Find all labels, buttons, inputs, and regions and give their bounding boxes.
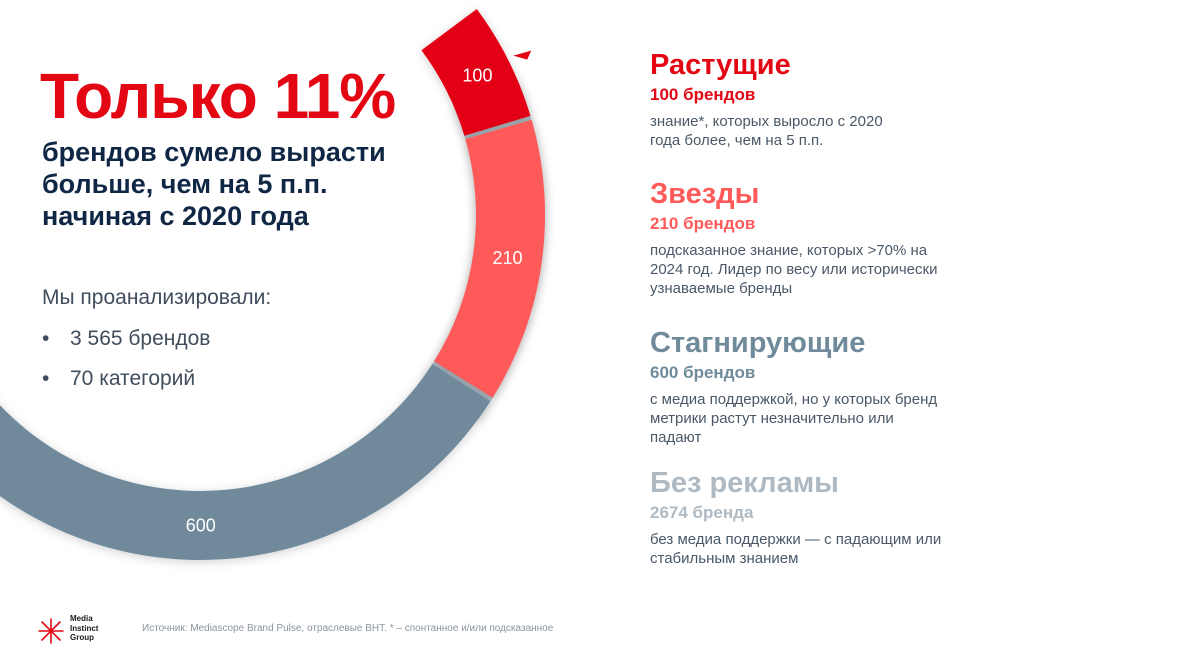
logo-text: Media Instinct Group bbox=[70, 614, 130, 643]
legend-count: 600 брендов bbox=[650, 363, 756, 382]
source-note: Источник: Mediascope Brand Pulse, отрасл… bbox=[142, 623, 554, 634]
bullet: • bbox=[42, 327, 50, 350]
legend-no-ads: Без рекламы 2674 бренда без медиа поддер… bbox=[650, 466, 960, 568]
legend-description: подсказанное знание, которых >70% на 202… bbox=[650, 242, 938, 297]
stats-item-brands: • 3 565 брендов bbox=[42, 326, 210, 366]
legend-description: с медиа поддержкой, но у которых бренд м… bbox=[650, 391, 938, 446]
bullet: • bbox=[42, 367, 50, 390]
pointer-marker bbox=[513, 50, 532, 60]
donut-value-label: 600 bbox=[186, 515, 216, 535]
donut-segment-1 bbox=[434, 119, 545, 398]
legend-title: Растущие bbox=[650, 49, 791, 81]
legend-title: Стагнирующие bbox=[650, 327, 866, 359]
stats-item-categories: • 70 категорий bbox=[42, 366, 210, 406]
asterisk-logo-icon bbox=[38, 618, 64, 644]
legend-title: Звезды bbox=[650, 178, 760, 210]
legend-count: 210 брендов bbox=[650, 214, 756, 233]
stats-item-text: 70 категорий bbox=[70, 367, 196, 390]
logo-line: Instinct bbox=[70, 623, 99, 633]
legend-growing: Растущие 100 брендов знание*, которых вы… bbox=[650, 48, 910, 150]
legend-description: знание*, которых выросло с 2020 года бол… bbox=[650, 113, 883, 149]
donut-value-label: 210 bbox=[492, 248, 522, 268]
subheadline: брендов сумело вырасти больше, чем на 5 … bbox=[42, 137, 386, 231]
donut-segment-0 bbox=[421, 9, 531, 136]
legend-title: Без рекламы bbox=[650, 467, 839, 499]
stats-item-text: 3 565 брендов bbox=[70, 327, 211, 350]
donut-segment-2 bbox=[0, 364, 491, 560]
stats-list: • 3 565 брендов • 70 категорий bbox=[42, 326, 210, 406]
headline: Только 11% bbox=[40, 60, 396, 132]
legend-count: 2674 бренда bbox=[650, 503, 754, 522]
media-instinct-logo: Media Instinct Group bbox=[38, 614, 128, 646]
legend-description: без медиа поддержки — с падающим или ста… bbox=[650, 531, 942, 567]
donut-value-label: 100 bbox=[462, 66, 492, 86]
analyzed-label: Мы проанализировали: bbox=[42, 286, 272, 309]
legend-stars: Звезды 210 брендов подсказанное знание, … bbox=[650, 177, 950, 298]
legend-count: 100 брендов bbox=[650, 85, 756, 104]
logo-line: Media bbox=[70, 614, 93, 623]
logo-line: Group bbox=[70, 633, 94, 642]
legend-stagnating: Стагнирующие 600 брендов с медиа поддерж… bbox=[650, 326, 940, 447]
